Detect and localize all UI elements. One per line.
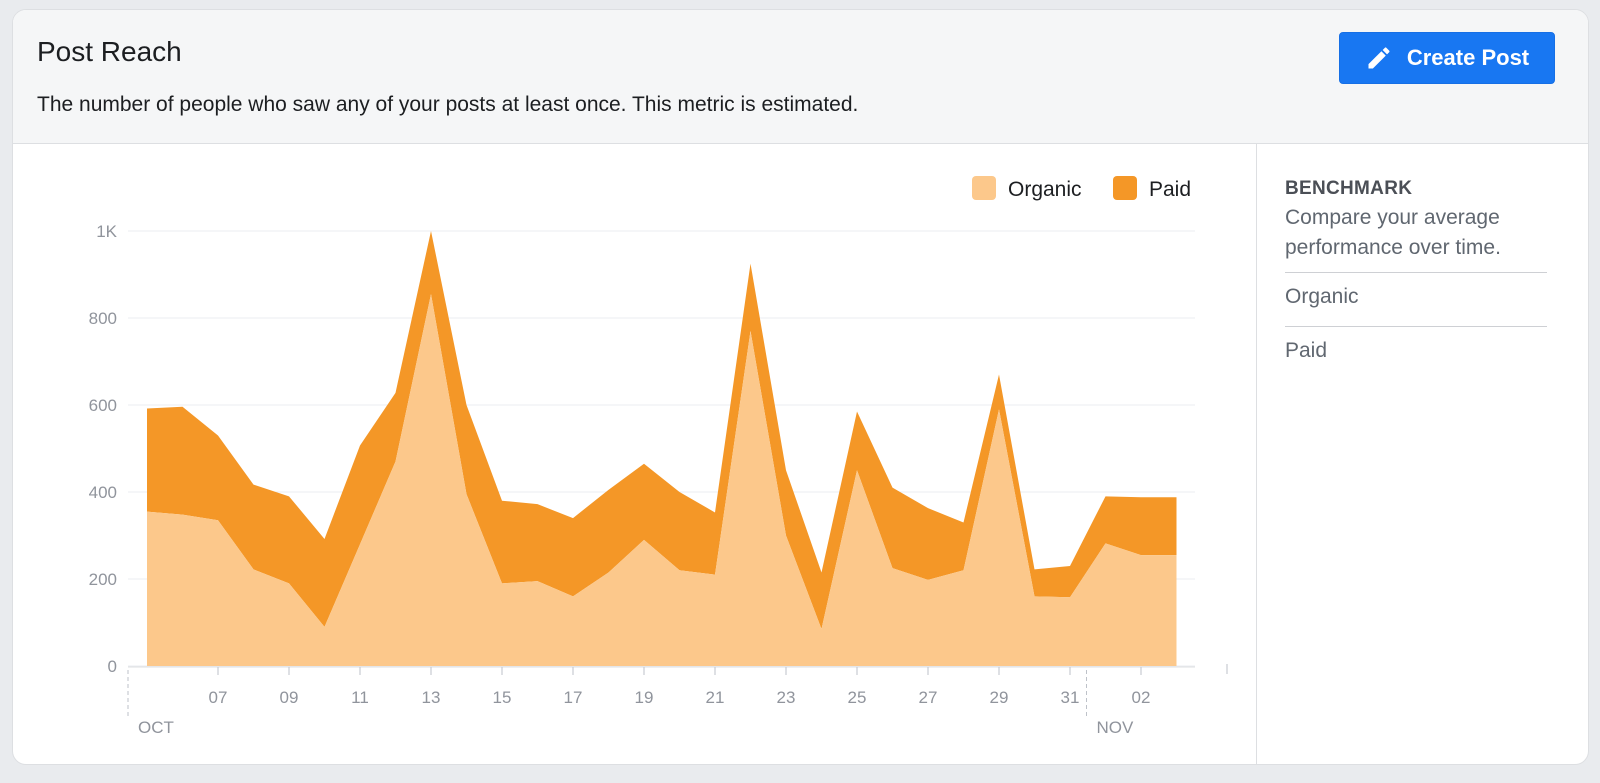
card-header: Post Reach The number of people who saw … [13,10,1588,144]
benchmark-panel: BENCHMARK Compare your average performan… [1256,144,1588,764]
x-tick-label: 15 [493,688,512,707]
x-tick-label: 07 [209,688,228,707]
chart-area: 0 200 400 600 800 1K 07 09 11 13 15 17 19 21 23 25 27 29… [13,144,1256,764]
series-area-organic [147,294,1177,666]
card-subtitle: The number of people who saw any of your… [37,93,859,116]
y-tick-label: 800 [89,309,117,328]
post-reach-chart: 0 200 400 600 800 1K 07 09 11 13 15 17 19 21 23 25 27 29… [89,176,1228,737]
x-tick-label: 02 [1132,688,1151,707]
y-tick-label: 600 [89,396,117,415]
pencil-icon [1365,44,1393,72]
x-tick-label: 23 [777,688,796,707]
x-tick-label: 13 [422,688,441,707]
x-tick-label: 31 [1061,688,1080,707]
card-title: Post Reach [37,36,182,67]
x-tick-label: 25 [848,688,867,707]
x-tick-label: 21 [706,688,725,707]
x-axis: 07 09 11 13 15 17 19 21 23 25 27 29 31 02 OCT NOV [127,664,1228,737]
chart-areas [147,231,1177,666]
x-tick-label: 09 [280,688,299,707]
x-tick-label: 19 [635,688,654,707]
benchmark-item-paid[interactable]: Paid [1285,339,1328,362]
legend-label: Organic [1008,178,1082,201]
chart-legend: Organic Paid [972,176,1191,201]
benchmark-description: Compare your average performance over ti… [1285,206,1501,259]
benchmark-divider [1285,326,1547,327]
y-axis: 0 200 400 600 800 1K [89,222,118,676]
x-tick-label: 29 [990,688,1009,707]
month-label: NOV [1097,718,1135,737]
x-tick-label: 27 [919,688,938,707]
create-post-label: Create Post [1406,45,1530,70]
create-post-button[interactable]: Create Post [1339,32,1555,84]
y-tick-label: 0 [108,657,117,676]
benchmark-title: BENCHMARK [1285,178,1413,199]
y-tick-label: 400 [89,483,117,502]
post-reach-card: Post Reach The number of people who saw … [12,9,1589,765]
series-area-paid [147,231,1177,630]
x-tick-label: 11 [351,688,369,707]
x-tick-label: 17 [564,688,583,707]
benchmark-item-organic[interactable]: Organic [1285,285,1359,308]
legend-swatch [972,176,996,200]
legend-label: Paid [1149,178,1191,201]
month-label: OCT [138,718,174,737]
legend-swatch [1113,176,1137,200]
benchmark-divider [1285,272,1547,273]
y-tick-label: 200 [89,570,117,589]
y-tick-label: 1K [96,222,117,241]
